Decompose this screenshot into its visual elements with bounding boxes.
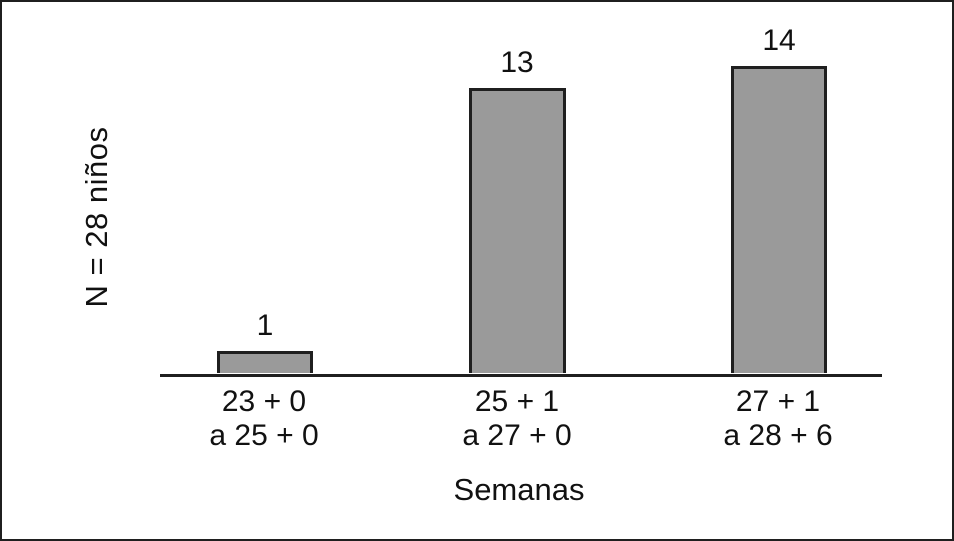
category-label: 23 + 0 a 25 + 0 <box>154 385 374 453</box>
bar-23-0-a-25-0 <box>217 351 313 373</box>
x-axis-label: Semanas <box>453 472 585 507</box>
bar-27-1-a-28-6 <box>731 66 827 373</box>
x-axis-line <box>160 374 882 377</box>
category-label-line1: 23 + 0 <box>221 385 307 418</box>
bar-value-label: 1 <box>256 309 274 342</box>
bar-25-1-a-27-0 <box>469 88 566 373</box>
category-label: 27 + 1 a 28 + 6 <box>668 385 888 453</box>
category-label-line2: a 28 + 6 <box>723 419 833 452</box>
category-label-line1: 27 + 1 <box>735 385 821 418</box>
category-label-line1: 25 + 1 <box>474 385 560 418</box>
category-label: 25 + 1 a 27 + 0 <box>407 385 627 453</box>
bar-value-label: 13 <box>500 46 534 79</box>
category-label-line2: a 25 + 0 <box>209 419 319 452</box>
category-label-line2: a 27 + 0 <box>462 419 572 452</box>
bar-value-label: 14 <box>762 24 796 57</box>
y-axis-label: N = 28 niños <box>79 126 114 308</box>
